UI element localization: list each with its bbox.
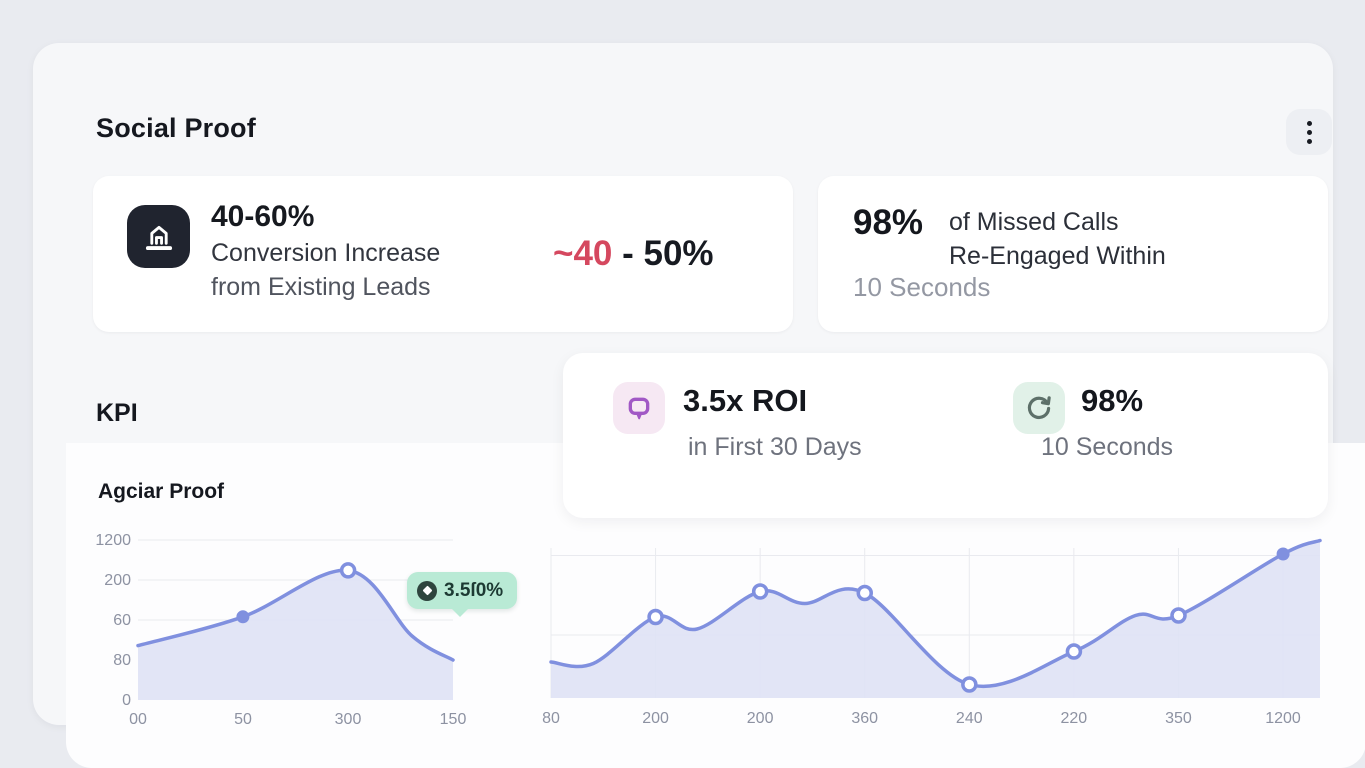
conversion-range: ~40 - 50%	[553, 234, 714, 274]
svg-text:80: 80	[542, 710, 560, 727]
svg-text:0: 0	[122, 692, 131, 709]
conversion-label-line1: Conversion Increase	[211, 239, 441, 267]
svg-text:240: 240	[956, 710, 983, 727]
svg-text:200: 200	[747, 710, 774, 727]
roi-subtext: in First 30 Days	[688, 433, 862, 461]
svg-text:80: 80	[113, 652, 131, 669]
diamond-dot-icon	[417, 580, 437, 601]
roi-stats-card: 3.5x ROI in First 30 Days 98% 10 Seconds	[563, 353, 1328, 518]
svg-text:50: 50	[234, 711, 252, 728]
kpi-area-chart-left: 00 50 300 150 1200 200 60 80 0	[95, 532, 467, 728]
svg-text:1200: 1200	[95, 532, 131, 549]
svg-text:200: 200	[642, 710, 669, 727]
conversion-stat-card: 40-60% Conversion Increase from Existing…	[93, 176, 793, 332]
reengage-value: 98%	[1081, 383, 1144, 418]
range-highlight: ~40	[553, 234, 613, 273]
missed-calls-desc-line2: Re-Engaged Within	[949, 242, 1166, 270]
chat-pin-icon	[613, 382, 665, 434]
roi-value: 3.5x ROI	[683, 383, 808, 418]
conversion-value: 40-60%	[211, 200, 315, 233]
home-chart-icon	[127, 205, 190, 268]
kpi-section-heading: KPI	[96, 399, 138, 427]
missed-calls-desc-line1: of Missed Calls	[949, 208, 1119, 236]
range-rest: - 50%	[612, 234, 714, 273]
missed-calls-stat-card: 98% of Missed Calls Re-Engaged Within 10…	[818, 176, 1328, 332]
svg-text:300: 300	[335, 711, 362, 728]
missed-calls-description: of Missed Calls Re-Engaged Within	[949, 205, 1166, 273]
svg-text:150: 150	[440, 711, 467, 728]
conversion-label-line2: from Existing Leads	[211, 273, 431, 301]
svg-text:360: 360	[851, 710, 878, 727]
missed-calls-value: 98%	[853, 203, 924, 242]
svg-text:60: 60	[113, 612, 131, 629]
page-title: Social Proof	[96, 113, 256, 143]
svg-text:00: 00	[129, 711, 147, 728]
missed-calls-subtext: 10 Seconds	[853, 272, 991, 302]
refresh-icon	[1013, 382, 1065, 434]
svg-text:200: 200	[104, 572, 131, 589]
chart-title: Agciar Proof	[98, 480, 225, 503]
chart-tooltip: 3.5ſ0%	[407, 572, 518, 617]
kebab-menu-icon	[1306, 120, 1312, 144]
svg-text:220: 220	[1061, 710, 1088, 727]
reengage-subtext: 10 Seconds	[1041, 433, 1174, 461]
kpi-area-chart-right: 80 200 200 360 240 220 350 1200	[542, 538, 1322, 727]
more-options-button[interactable]	[1286, 109, 1332, 155]
social-proof-panel: Social Proof 40-60% Conversion Increase …	[33, 43, 1365, 768]
tooltip-value: 3.5ſ0%	[444, 579, 504, 601]
svg-text:1200: 1200	[1265, 710, 1301, 727]
svg-text:350: 350	[1165, 710, 1192, 727]
